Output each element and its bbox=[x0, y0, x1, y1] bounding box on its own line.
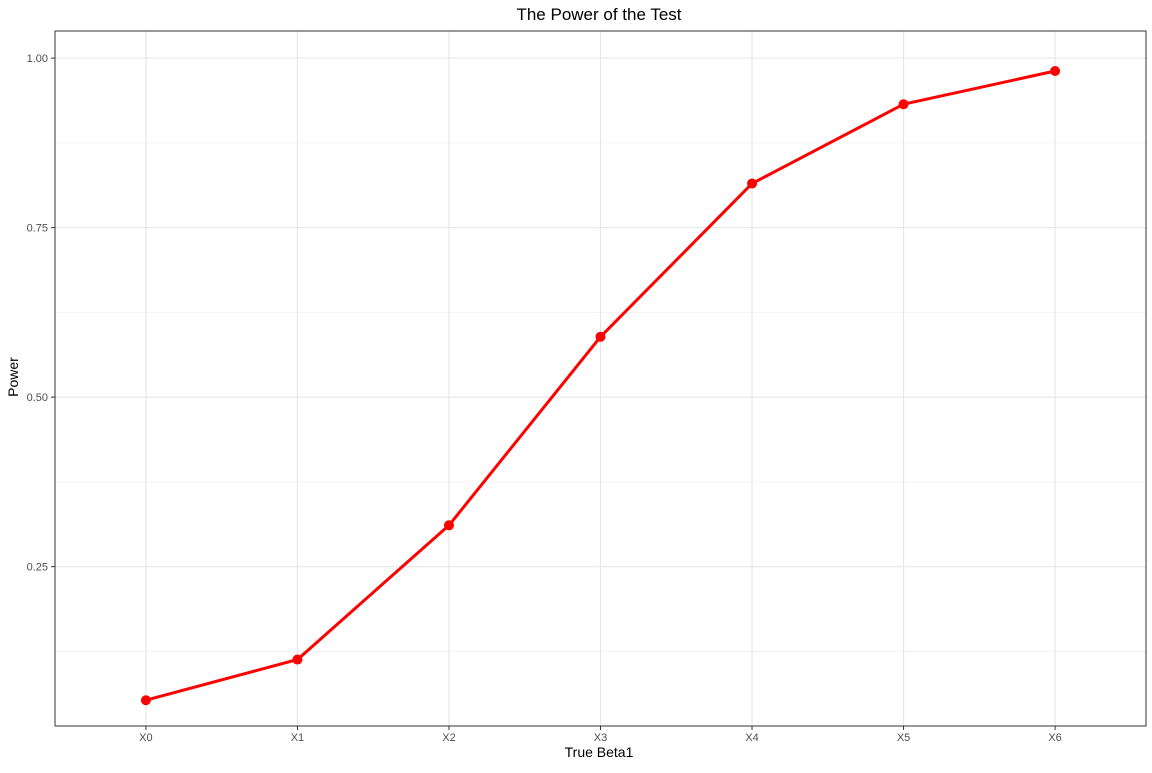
x-tick-label: X6 bbox=[1048, 732, 1061, 744]
x-tick-label: X2 bbox=[442, 732, 455, 744]
x-tick-label: X1 bbox=[291, 732, 304, 744]
data-point bbox=[443, 520, 454, 531]
data-point bbox=[898, 99, 909, 110]
data-point bbox=[140, 695, 151, 706]
x-tick-label: X3 bbox=[594, 732, 607, 744]
y-axis-title: Power bbox=[5, 357, 21, 397]
x-axis-title: True Beta1 bbox=[565, 744, 634, 760]
data-point bbox=[1050, 66, 1061, 77]
y-tick-label: 0.50 bbox=[27, 392, 48, 404]
series-layer bbox=[140, 66, 1061, 706]
x-tick-label: X5 bbox=[897, 732, 910, 744]
x-tick-label: X0 bbox=[139, 732, 152, 744]
data-point bbox=[292, 654, 303, 665]
x-tick-label: X4 bbox=[745, 732, 758, 744]
y-tick-label: 0.25 bbox=[27, 562, 48, 574]
chart-title: The Power of the Test bbox=[516, 5, 681, 24]
axis-ticks bbox=[51, 57, 1056, 730]
x-tick-labels: X0 X1 X2 X3 X4 X5 X6 bbox=[139, 732, 1062, 744]
y-tick-label: 1.00 bbox=[27, 53, 48, 65]
major-gridlines bbox=[55, 31, 1146, 726]
data-point bbox=[747, 178, 758, 189]
y-tick-labels: 0.25 0.50 0.75 1.00 bbox=[27, 53, 48, 574]
y-tick-label: 0.75 bbox=[27, 223, 48, 235]
data-point bbox=[595, 331, 606, 342]
